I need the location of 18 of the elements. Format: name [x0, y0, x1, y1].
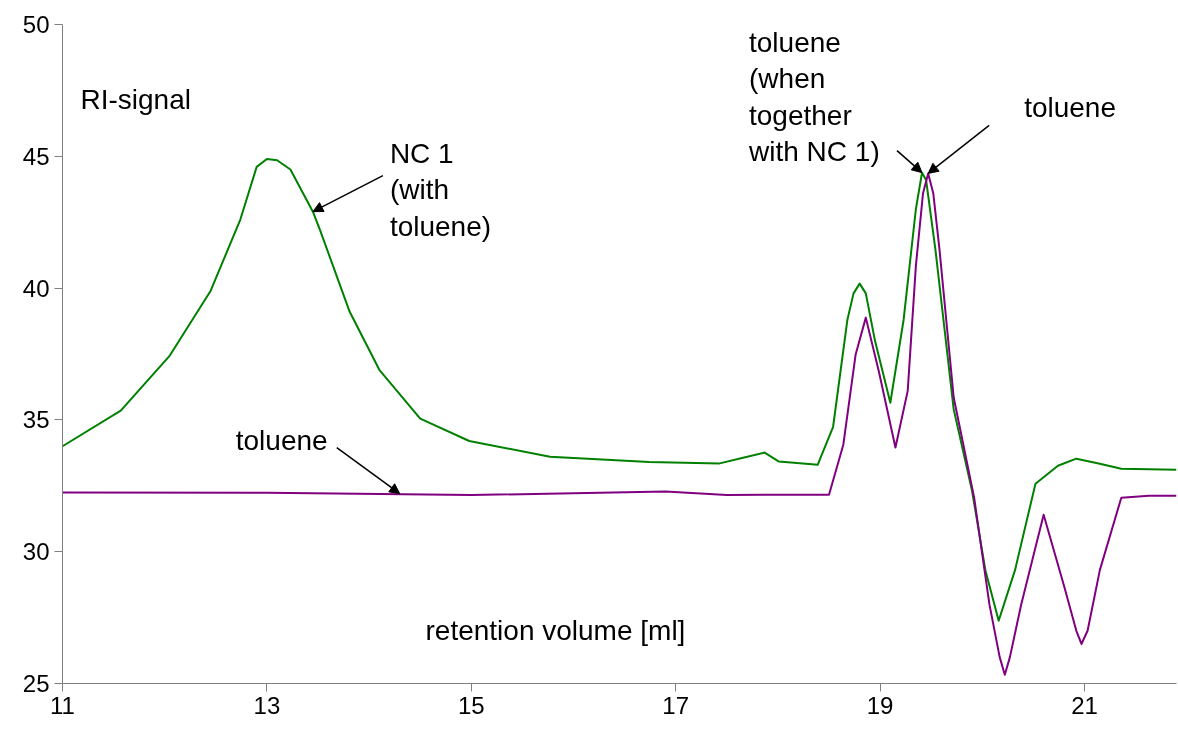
- y-tick-label: 30: [22, 538, 50, 566]
- y-axis-title: RI-signal: [80, 83, 191, 115]
- x-tick-label: 13: [253, 691, 281, 719]
- x-tick-label: 21: [1071, 691, 1098, 719]
- y-tick-label: 45: [22, 142, 50, 170]
- y-tick-label: 40: [22, 274, 50, 302]
- x-tick-label: 17: [662, 691, 690, 719]
- y-tick-label: 25: [22, 670, 50, 697]
- y-tick-label: 50: [22, 11, 50, 38]
- x-tick-label: 19: [866, 691, 894, 719]
- annotation: toluene: [1024, 92, 1117, 124]
- x-tick-label: 15: [457, 691, 485, 719]
- annotation: NC 1 (with toluene): [389, 137, 492, 242]
- annotation: toluene (when together with NC 1): [748, 26, 880, 168]
- x-axis-title: retention volume [ml]: [425, 614, 686, 646]
- annotation: toluene: [235, 424, 328, 456]
- y-tick-label: 35: [22, 406, 50, 434]
- x-tick-label: 11: [50, 691, 75, 719]
